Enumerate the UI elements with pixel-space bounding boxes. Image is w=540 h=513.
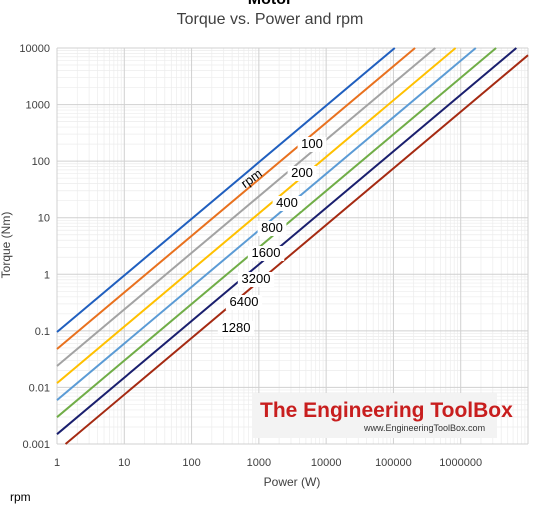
series-label-1280: 1280 bbox=[222, 320, 251, 335]
x-tick-label: 1 bbox=[54, 457, 60, 469]
x-tick-labels: 1 10 100 1000 10000 100000 1000000 bbox=[54, 457, 482, 469]
x-tick-label: 10000 bbox=[311, 457, 342, 469]
x-tick-label: 100000 bbox=[375, 457, 412, 469]
grid bbox=[56, 47, 529, 445]
series-label-bg bbox=[217, 321, 255, 336]
y-tick-label: 10 bbox=[38, 213, 50, 225]
series-label-bg bbox=[287, 166, 317, 181]
series-label-800: 800 bbox=[261, 220, 283, 235]
chart-top-title: Motor bbox=[248, 0, 292, 8]
y-tick-label: 1 bbox=[44, 269, 50, 281]
series-label-bg bbox=[297, 137, 327, 152]
series-label-200: 200 bbox=[291, 165, 313, 180]
series-label-bg bbox=[247, 246, 285, 261]
series-label-bg bbox=[272, 196, 302, 211]
series-label-bg bbox=[237, 272, 275, 287]
y-axis-title: Torque (Nm) bbox=[0, 212, 13, 279]
footer-text: rpm bbox=[10, 490, 31, 504]
y-tick-label: 1000 bbox=[26, 100, 50, 112]
x-axis-title: Power (W) bbox=[264, 475, 321, 489]
rpm-caption: rpm bbox=[238, 166, 265, 191]
y-tick-label: 0.1 bbox=[35, 326, 50, 338]
series-line-400 bbox=[56, 47, 436, 367]
x-tick-label: 100 bbox=[182, 457, 200, 469]
series-label-400: 400 bbox=[276, 195, 298, 210]
y-tick-label: 0.01 bbox=[29, 382, 50, 394]
y-tick-label: 0.001 bbox=[22, 439, 50, 451]
series-label-bg bbox=[225, 295, 263, 310]
series-label-6400: 6400 bbox=[230, 294, 259, 309]
series-label-3200: 3200 bbox=[242, 271, 271, 286]
chart-title: Torque vs. Power and rpm bbox=[177, 11, 364, 28]
x-tick-label: 1000000 bbox=[439, 457, 482, 469]
series-line-1280 bbox=[64, 54, 529, 445]
x-tick-label: 1000 bbox=[247, 457, 271, 469]
watermark-url: www.EngineeringToolBox.com bbox=[363, 423, 485, 433]
y-tick-label: 100 bbox=[32, 156, 50, 168]
series-label-100: 100 bbox=[301, 136, 323, 151]
x-tick-label: 10 bbox=[118, 457, 130, 469]
series-line-200 bbox=[56, 47, 416, 350]
engineering-toolbox-watermark: The Engineering ToolBox www.EngineeringT… bbox=[252, 393, 513, 438]
series-label-1600: 1600 bbox=[252, 245, 281, 260]
series-line-800 bbox=[56, 47, 457, 384]
label-backgrounds bbox=[217, 137, 327, 336]
series-line-100 bbox=[56, 47, 396, 333]
y-tick-labels: 0.001 0.01 0.1 1 10 100 1000 10000 bbox=[19, 43, 50, 451]
watermark-title: The Engineering ToolBox bbox=[260, 399, 513, 422]
series-label-bg bbox=[257, 221, 287, 236]
y-tick-label: 10000 bbox=[19, 43, 50, 55]
series-labels: 100 200 400 800 1600 3200 6400 1280 bbox=[222, 136, 323, 335]
series-line-6400 bbox=[56, 47, 517, 435]
